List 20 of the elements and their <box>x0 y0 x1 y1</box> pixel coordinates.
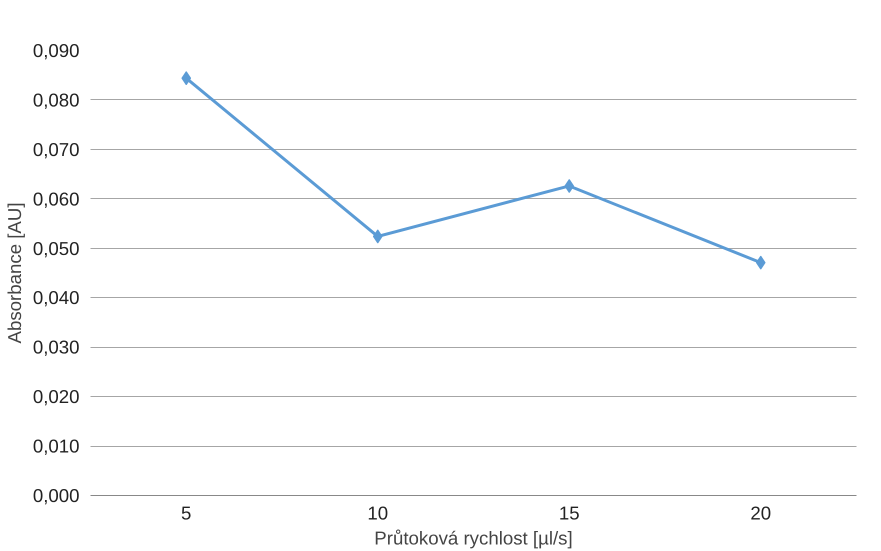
point <box>564 178 574 193</box>
x-tick-label: 20 <box>750 502 772 524</box>
x-tick-label: 15 <box>558 502 580 524</box>
y-tick-label: 0,050 <box>32 238 80 259</box>
point <box>181 71 192 86</box>
y-tick-label: 0,040 <box>32 287 80 308</box>
y-tick-label: 0,020 <box>32 386 80 408</box>
y-tick-label: 0,000 <box>32 485 80 506</box>
point <box>372 229 383 244</box>
y-tick-label: 0,090 <box>32 40 80 61</box>
y-tick-label: 0,070 <box>32 138 80 160</box>
y-axis-title: Absorbance [AU] <box>4 202 25 344</box>
x-tick-label: 5 <box>181 502 192 524</box>
y-tick-label: 0,060 <box>32 188 80 210</box>
y-tick-label: 0,080 <box>32 89 80 110</box>
y-tick-label: 0,010 <box>32 436 80 457</box>
y-tick-label: 0,030 <box>32 336 80 358</box>
x-axis-title: Průtoková rychlost [µl/s] <box>374 528 573 548</box>
point <box>756 256 766 270</box>
x-tick-label: 10 <box>367 502 388 524</box>
